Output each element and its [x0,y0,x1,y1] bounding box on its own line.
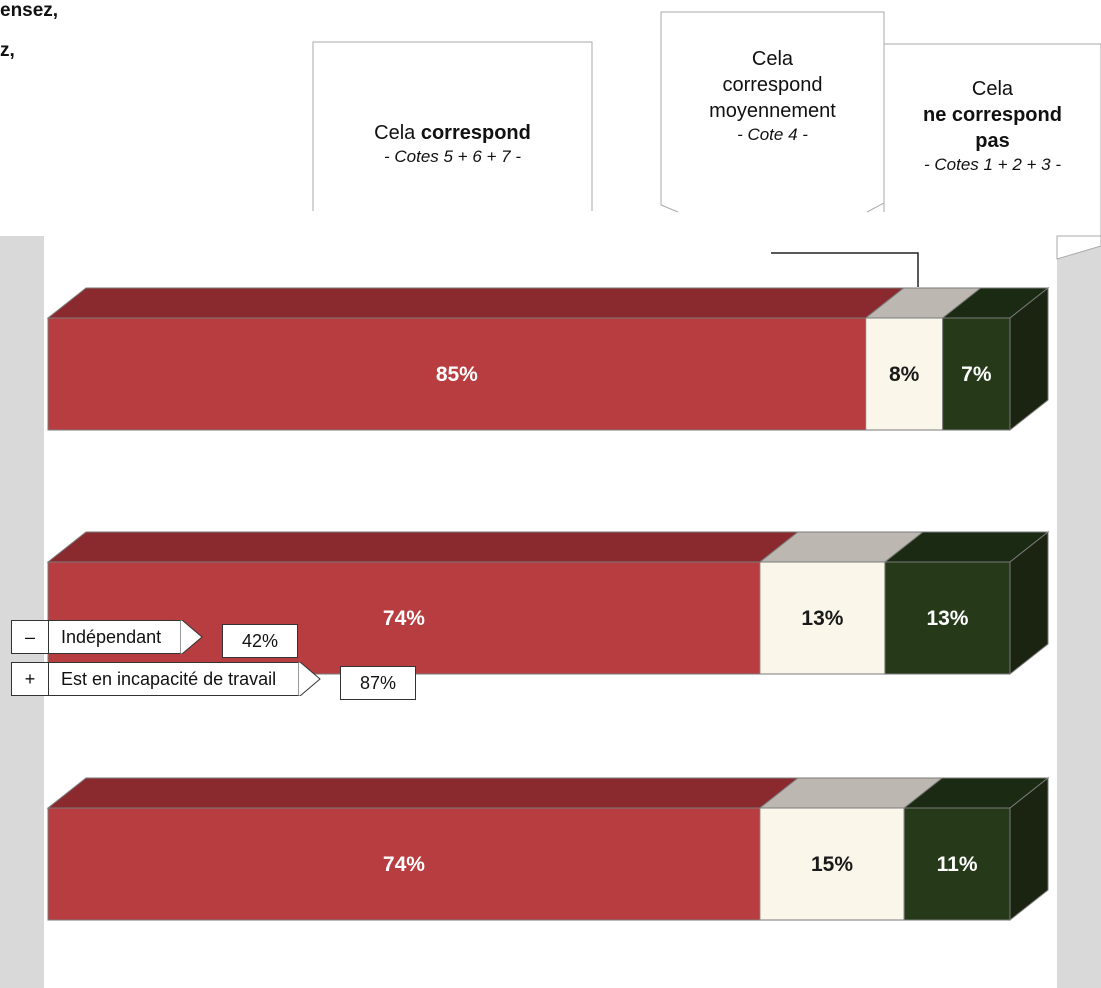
bar-label-pas-0: 7% [961,363,992,386]
header-correspond-line1: Cela [374,122,416,144]
bar-label-moyen-2: 15% [811,853,853,876]
bar-pas-2 [903,807,1011,921]
header-pas-bold1: ne correspond [923,104,1062,126]
bar-side-2 [1009,776,1049,922]
bar-top-correspond-0 [46,287,906,319]
bar-correspond-0 [47,317,867,431]
bar-top-correspond-1 [46,531,800,563]
bar-side-1 [1009,530,1049,676]
subgroup-sign-1: + [11,662,49,696]
left-gray-panel [0,236,44,988]
header-box-pas [883,43,1101,260]
header-correspond-sub: - Cotes 5 + 6 + 7 - [383,147,521,166]
bar-label-correspond-0: 85% [436,363,478,386]
bar-side-0 [1009,286,1049,432]
header-pas-sub: - Cotes 1 + 2 + 3 - [923,155,1061,174]
bar-label-moyen-0: 8% [889,363,920,386]
cut-text-line-2: z, [0,40,15,61]
bar-moyen-0 [865,317,944,431]
right-gray-panel [1057,236,1101,988]
legend-headers: Cela correspond - Cotes 5 + 6 + 7 - Cela… [312,11,1101,260]
bar-label-correspond-1: 74% [383,607,425,630]
subgroup-arrow-0 [180,620,203,654]
subgroup-value-1: 87% [340,666,416,700]
bar-label-moyen-1: 13% [801,607,843,630]
bar-pas-0 [942,317,1011,431]
subgroup-value-0: 42% [222,624,298,658]
header-moyen-line2: correspond [722,74,823,96]
header-box-correspond [312,41,593,211]
header-moyen-line1: Cela [751,48,794,70]
header-pas-bold2: pas [975,130,1010,152]
subgroup-arrow-1 [298,662,321,696]
header-pas-line1: Cela [971,78,1014,100]
bar-correspond-1 [47,561,761,675]
bar-pas-1 [884,561,1011,675]
subgroup-sign-0: – [11,620,49,654]
header-moyen-sub: - Cote 4 - [737,125,808,144]
subgroup-label-1: Est en incapacité de travail [48,662,298,696]
bar-top-correspond-2 [46,777,800,809]
header-box-moyen [660,11,885,213]
header-moyen-line3: moyennement [709,100,836,122]
cut-text-line-1: ensez, [0,0,59,21]
bar-moyen-2 [759,807,905,921]
header-correspond-bold: correspond [420,122,531,144]
bar-correspond-2 [47,807,761,921]
bar-label-pas-2: 11% [937,853,978,876]
subgroup-label-0: Indépendant [48,620,180,654]
bars-group: 85% 8% 7% 74% 13% 13% 74% 15% 11% [46,286,1050,922]
header-connector-line [771,252,919,287]
bar-moyen-1 [759,561,886,675]
bar-label-correspond-2: 74% [383,853,425,876]
bar-label-pas-1: 13% [926,607,968,630]
